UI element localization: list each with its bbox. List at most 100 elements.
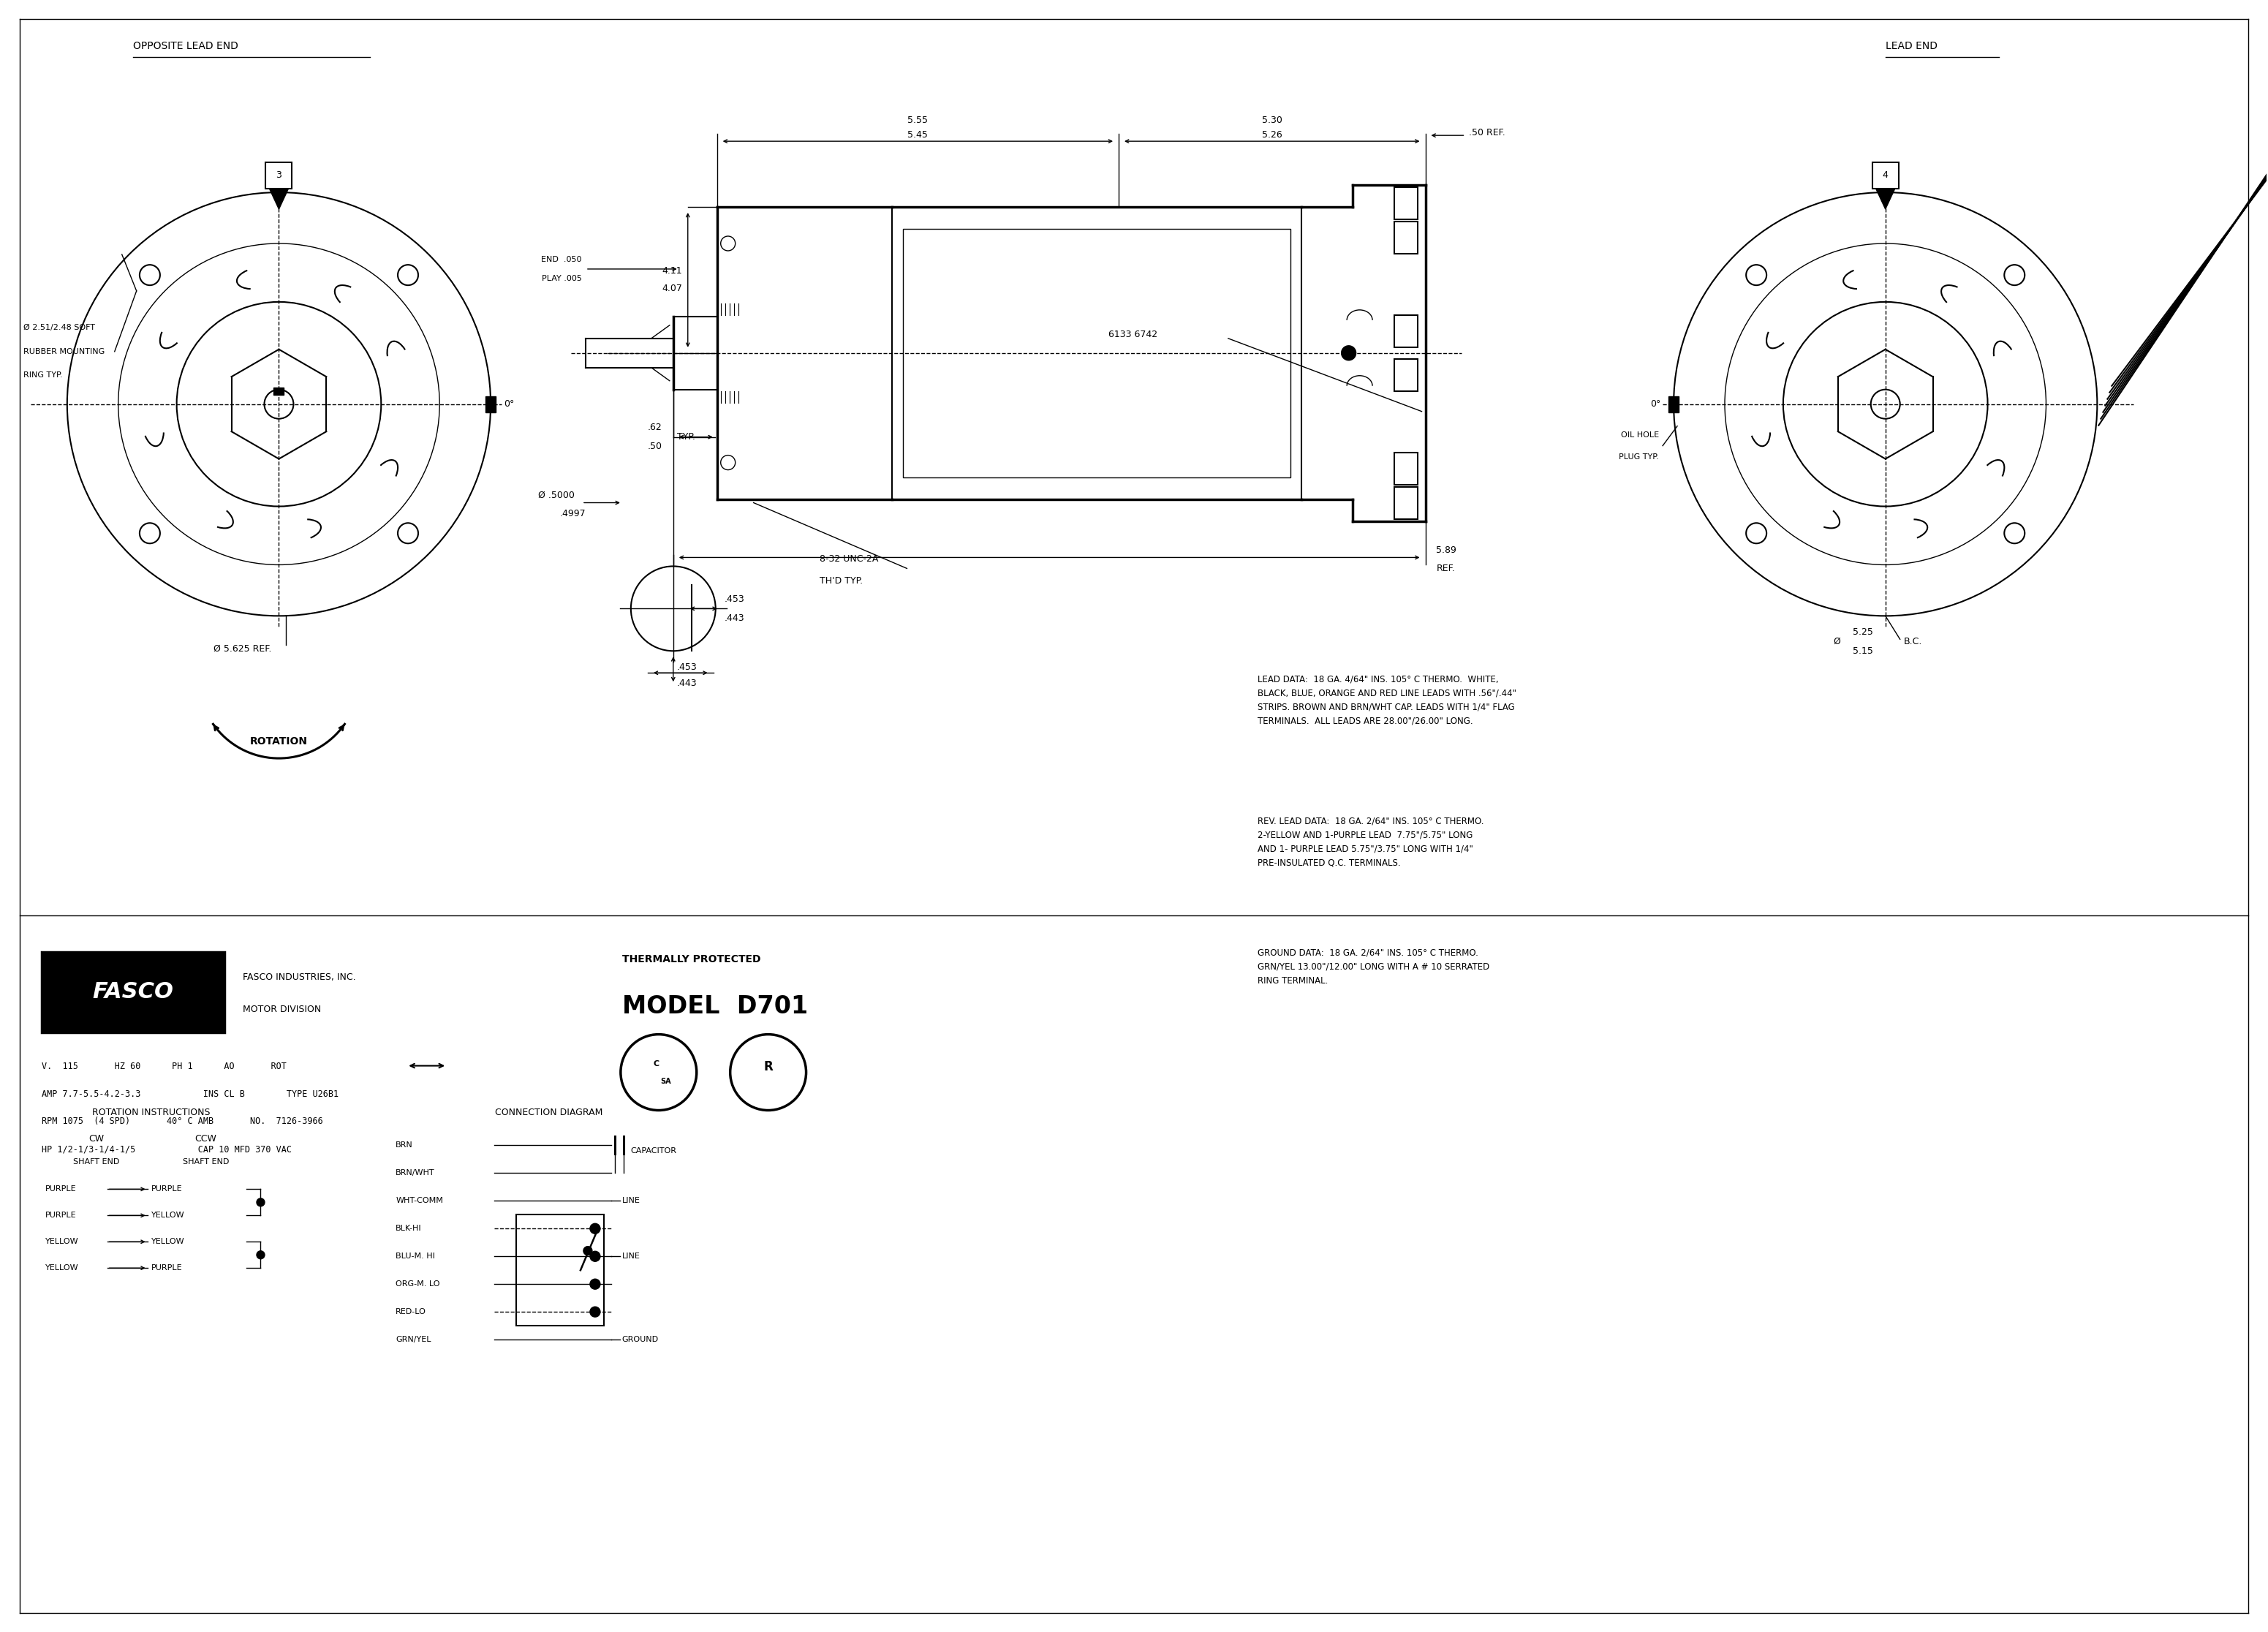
Bar (1669, 397, 1678, 413)
Text: BLK-HI: BLK-HI (395, 1226, 422, 1232)
Text: 5.89: 5.89 (1436, 545, 1456, 555)
Text: .50: .50 (649, 442, 662, 450)
Text: TH'D TYP.: TH'D TYP. (819, 576, 862, 586)
Bar (1395, 315, 1418, 348)
Text: END  .050: END .050 (542, 256, 583, 263)
Circle shape (1340, 346, 1356, 361)
Circle shape (590, 1224, 601, 1234)
Text: Ø 5.625 REF.: Ø 5.625 REF. (213, 645, 272, 653)
Text: GRN/YEL: GRN/YEL (395, 1337, 431, 1343)
Text: .453: .453 (676, 663, 696, 672)
Text: MODEL  D701: MODEL D701 (621, 994, 807, 1018)
Bar (485, 397, 497, 413)
Text: LEAD END: LEAD END (1885, 41, 1937, 52)
Text: TYP.: TYP. (676, 432, 694, 442)
Bar (517, 1214, 603, 1325)
Text: 4.07: 4.07 (662, 284, 683, 294)
Text: 8-32 UNC-2A: 8-32 UNC-2A (819, 555, 878, 563)
Bar (1395, 486, 1418, 519)
Text: RUBBER MOUNTING: RUBBER MOUNTING (23, 348, 104, 356)
Bar (903, 228, 1290, 477)
Text: YELLOW: YELLOW (45, 1265, 79, 1271)
Text: 4: 4 (1882, 170, 1889, 180)
Text: YELLOW: YELLOW (152, 1239, 184, 1245)
Text: 5.30: 5.30 (1261, 116, 1281, 126)
Text: 5.25: 5.25 (1853, 627, 1873, 636)
Text: C: C (653, 1059, 660, 1067)
Text: Ø: Ø (1833, 636, 1839, 646)
Text: PLAY .005: PLAY .005 (542, 274, 583, 282)
Bar (1395, 188, 1418, 219)
Text: WHT-COMM: WHT-COMM (395, 1198, 442, 1204)
Text: 0°: 0° (503, 400, 515, 410)
Circle shape (590, 1279, 601, 1289)
Text: CCW: CCW (195, 1134, 218, 1144)
Text: .62: .62 (649, 423, 662, 432)
Text: REV. LEAD DATA:  18 GA. 2/64" INS. 105° C THERMO.
2-YELLOW AND 1-PURPLE LEAD  7.: REV. LEAD DATA: 18 GA. 2/64" INS. 105° C… (1256, 816, 1483, 868)
Text: BRN: BRN (395, 1142, 413, 1149)
Circle shape (721, 455, 735, 470)
Text: Ø .5000: Ø .5000 (538, 491, 574, 499)
Text: 5.55: 5.55 (907, 116, 928, 126)
Text: .443: .443 (676, 679, 696, 687)
Text: Ø 2.51/2.48 SOFT: Ø 2.51/2.48 SOFT (23, 323, 95, 331)
Text: LINE: LINE (621, 1198, 640, 1204)
Text: GROUND: GROUND (621, 1337, 658, 1343)
Text: 6133 6742: 6133 6742 (1109, 330, 1157, 339)
Text: BLU-M. HI: BLU-M. HI (395, 1253, 435, 1260)
Text: GROUND DATA:  18 GA. 2/64" INS. 105° C THERMO.
GRN/YEL 13.00"/12.00" LONG WITH A: GROUND DATA: 18 GA. 2/64" INS. 105° C TH… (1256, 948, 1490, 986)
Text: 4.11: 4.11 (662, 266, 683, 276)
Text: OIL HOLE: OIL HOLE (1622, 431, 1658, 439)
Text: YELLOW: YELLOW (45, 1239, 79, 1245)
Text: SHAFT END: SHAFT END (73, 1159, 120, 1165)
Bar (1395, 359, 1418, 392)
Text: 5.15: 5.15 (1853, 646, 1873, 656)
Circle shape (590, 1307, 601, 1317)
Bar (1873, 163, 1898, 189)
Text: CW: CW (88, 1134, 104, 1144)
Text: REF.: REF. (1436, 563, 1456, 573)
Text: MOTOR DIVISION: MOTOR DIVISION (243, 1005, 320, 1015)
Text: OPPOSITE LEAD END: OPPOSITE LEAD END (134, 41, 238, 52)
Bar (41, 951, 225, 1031)
Text: V.  115       HZ 60      PH 1      AO       ROT: V. 115 HZ 60 PH 1 AO ROT (41, 1061, 286, 1071)
Text: PURPLE: PURPLE (152, 1185, 181, 1193)
Text: FASCO INDUSTRIES, INC.: FASCO INDUSTRIES, INC. (243, 973, 356, 982)
Bar (274, 387, 284, 395)
Polygon shape (1876, 189, 1894, 209)
Text: YELLOW: YELLOW (152, 1213, 184, 1219)
Text: 3: 3 (277, 170, 281, 180)
Text: FASCO: FASCO (93, 981, 172, 1002)
Text: PLUG TYP.: PLUG TYP. (1619, 454, 1658, 460)
Text: ROTATION INSTRUCTIONS: ROTATION INSTRUCTIONS (93, 1108, 211, 1118)
Circle shape (583, 1247, 592, 1255)
Text: ROTATION: ROTATION (249, 736, 308, 746)
Text: THERMALLY PROTECTED: THERMALLY PROTECTED (621, 955, 760, 965)
Text: LEAD DATA:  18 GA. 4/64" INS. 105° C THERMO.  WHITE,
BLACK, BLUE, ORANGE AND RED: LEAD DATA: 18 GA. 4/64" INS. 105° C THER… (1256, 674, 1517, 726)
Text: CAPACITOR: CAPACITOR (631, 1147, 676, 1155)
Text: R: R (764, 1059, 773, 1074)
Text: SA: SA (660, 1077, 671, 1085)
Text: PURPLE: PURPLE (45, 1185, 77, 1193)
Bar (1395, 222, 1418, 253)
Text: SHAFT END: SHAFT END (184, 1159, 229, 1165)
Text: RED-LO: RED-LO (395, 1309, 426, 1315)
Circle shape (721, 237, 735, 251)
Text: RING TYP.: RING TYP. (23, 370, 64, 379)
Text: AMP 7.7-5.5-4.2-3.3            INS CL B        TYPE U26B1: AMP 7.7-5.5-4.2-3.3 INS CL B TYPE U26B1 (41, 1089, 338, 1098)
Bar (265, 163, 293, 189)
Text: LINE: LINE (621, 1253, 640, 1260)
Text: BRN/WHT: BRN/WHT (395, 1170, 435, 1177)
Text: CONNECTION DIAGRAM: CONNECTION DIAGRAM (494, 1108, 603, 1118)
Circle shape (256, 1250, 265, 1258)
Text: .4997: .4997 (560, 509, 585, 519)
Text: HP 1/2-1/3-1/4-1/5            CAP 10 MFD 370 VAC: HP 1/2-1/3-1/4-1/5 CAP 10 MFD 370 VAC (41, 1144, 293, 1154)
Text: PURPLE: PURPLE (45, 1213, 77, 1219)
Text: .453: .453 (723, 594, 744, 604)
Text: .50 REF.: .50 REF. (1470, 127, 1506, 137)
Circle shape (590, 1252, 601, 1262)
Circle shape (256, 1198, 265, 1206)
Text: RPM 1075  (4 SPD)       40° C AMB       NO.  7126-3966: RPM 1075 (4 SPD) 40° C AMB NO. 7126-3966 (41, 1116, 322, 1126)
Text: PURPLE: PURPLE (152, 1265, 181, 1271)
Text: 0°: 0° (1651, 400, 1660, 410)
